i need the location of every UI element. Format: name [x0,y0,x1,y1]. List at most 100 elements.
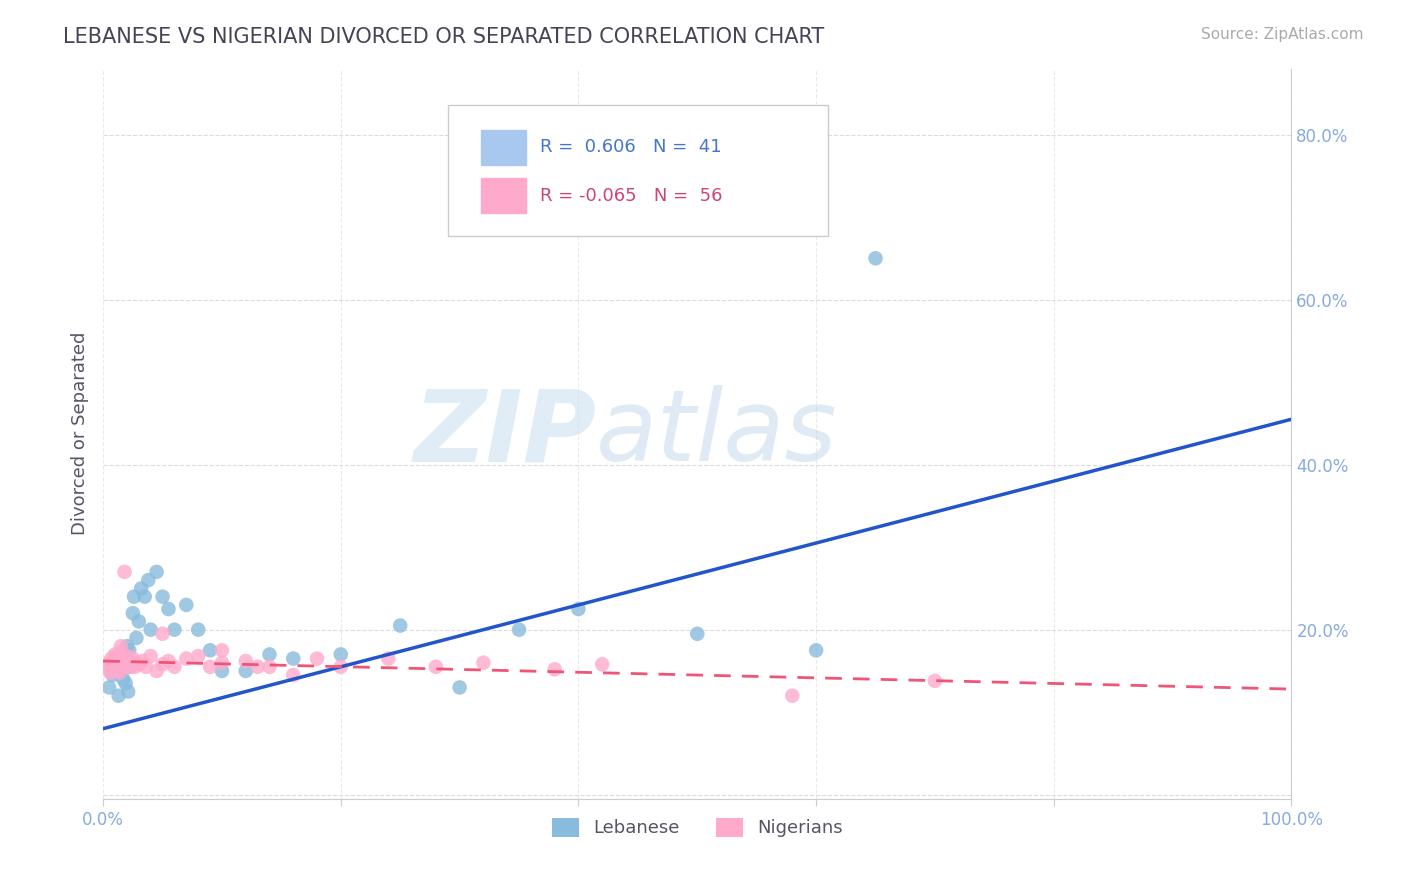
Point [104,660,127,674]
Bar [481,130,526,165]
Point [125,631,148,645]
Point [98,681,121,695]
Point [105,656,128,670]
Point [121,606,143,620]
Point [129,582,152,596]
Point [98,665,121,680]
Point [283,668,305,682]
Point [377,651,399,665]
Point [425,660,447,674]
Point [114,565,136,579]
Point [120,660,142,674]
Point [686,627,709,641]
Point [107,660,129,674]
Point [98,656,121,670]
Point [110,657,132,672]
Point [152,590,174,604]
FancyBboxPatch shape [447,105,828,236]
Point [107,689,129,703]
Point [135,660,157,674]
Point [114,656,136,670]
Point [449,681,471,695]
Point [508,623,530,637]
Bar [481,178,526,213]
Point [235,654,257,668]
Point [283,651,305,665]
Point [198,643,221,657]
Text: ZIP: ZIP [413,385,596,483]
Point [117,684,139,698]
Point [924,673,946,688]
Point [136,573,159,587]
Point [198,660,221,674]
Point [103,657,125,672]
Point [111,651,134,665]
Point [100,651,122,665]
Point [804,643,827,657]
Point [105,660,128,674]
Point [187,649,209,664]
Point [211,656,233,670]
Point [114,676,136,690]
Point [105,649,128,664]
Point [101,668,124,682]
Point [176,651,198,665]
Point [112,672,135,686]
Point [114,648,136,662]
Point [121,651,143,665]
Point [107,651,129,665]
Point [305,651,328,665]
Point [111,660,134,674]
Point [131,654,153,668]
Point [105,664,128,678]
Point [567,602,589,616]
Y-axis label: Divorced or Separated: Divorced or Separated [72,332,89,535]
Text: LEBANESE VS NIGERIAN DIVORCED OR SEPARATED CORRELATION CHART: LEBANESE VS NIGERIAN DIVORCED OR SEPARAT… [63,27,824,46]
Point [115,639,138,653]
Point [176,598,198,612]
Point [145,565,167,579]
Point [120,660,142,674]
Point [108,665,131,680]
Point [157,654,180,668]
Point [187,623,209,637]
Point [101,662,124,676]
Point [108,646,131,660]
Text: R = -0.065   N =  56: R = -0.065 N = 56 [540,186,723,204]
Point [389,618,412,632]
Point [259,660,281,674]
Point [134,590,156,604]
Point [104,648,127,662]
Point [105,656,128,670]
Legend: Lebanese, Nigerians: Lebanese, Nigerians [544,811,851,845]
Point [329,648,352,662]
Point [246,660,269,674]
Point [211,643,233,657]
Point [118,643,141,657]
Point [112,654,135,668]
Point [329,660,352,674]
Point [211,664,233,678]
Text: R =  0.606   N =  41: R = 0.606 N = 41 [540,138,723,156]
Point [118,654,141,668]
Point [157,602,180,616]
Point [96,660,118,674]
Point [591,657,613,672]
Point [163,623,186,637]
Point [122,590,145,604]
Point [139,649,162,664]
Text: Source: ZipAtlas.com: Source: ZipAtlas.com [1201,27,1364,42]
Point [163,660,186,674]
Point [782,689,804,703]
Text: atlas: atlas [596,385,838,483]
Point [235,664,257,678]
Point [111,651,134,665]
Point [145,664,167,678]
Point [865,252,887,266]
Point [124,660,146,674]
Point [152,657,174,672]
Point [110,639,132,653]
Point [128,615,150,629]
Point [544,662,567,676]
Point [139,623,162,637]
